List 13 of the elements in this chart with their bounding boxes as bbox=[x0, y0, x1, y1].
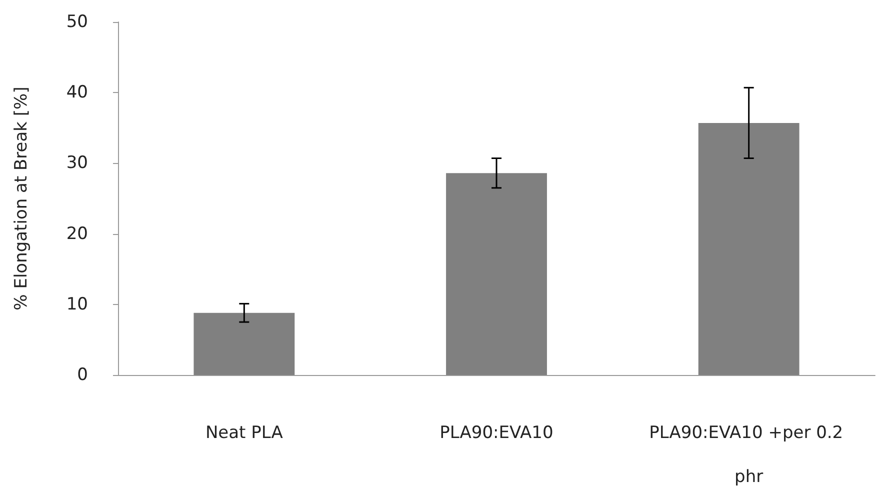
x-tick-label: PLA90:EVA10 bbox=[440, 423, 554, 443]
y-axis-title: % Elongation at Break [%] bbox=[12, 86, 32, 310]
y-tick-label: 30 bbox=[66, 153, 88, 174]
y-tick-label: 50 bbox=[66, 12, 88, 32]
y-tick-label: 20 bbox=[66, 224, 88, 244]
bar bbox=[446, 173, 547, 375]
y-tick-label: 0 bbox=[77, 365, 88, 385]
x-tick-label: Neat PLA bbox=[205, 423, 284, 443]
y-tick-label: 40 bbox=[66, 82, 88, 103]
bar bbox=[194, 312, 295, 375]
y-tick-label: 10 bbox=[66, 294, 88, 314]
category-label: PLA90:EVA10 +per 0.2 phr bbox=[649, 423, 844, 487]
bar bbox=[698, 122, 800, 375]
